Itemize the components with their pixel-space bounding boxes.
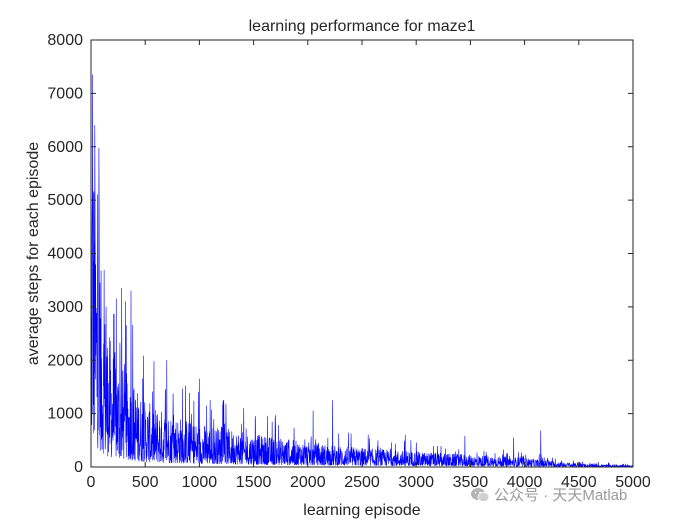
x-tick-label: 2500 bbox=[344, 474, 380, 491]
x-tick-label: 4500 bbox=[561, 474, 597, 491]
y-tick-label: 2000 bbox=[47, 352, 83, 369]
y-tick-label: 1000 bbox=[47, 406, 83, 423]
x-axis-label: learning episode bbox=[303, 502, 421, 519]
x-tick-label: 1000 bbox=[182, 474, 218, 491]
x-tick-label: 4000 bbox=[507, 474, 543, 491]
x-tick-label: 3500 bbox=[453, 474, 489, 491]
x-tick-label: 0 bbox=[87, 474, 96, 491]
watermark: 公众号 · 天天Matlab bbox=[470, 484, 627, 505]
chart-title: learning performance for maze1 bbox=[249, 18, 476, 35]
watermark-text: 公众号 · 天天Matlab bbox=[494, 487, 628, 504]
x-tick-label: 2000 bbox=[290, 474, 326, 491]
plot-area bbox=[91, 40, 633, 467]
series-line bbox=[90, 74, 634, 468]
x-tick-label: 1500 bbox=[236, 474, 272, 491]
y-tick-label: 8000 bbox=[47, 32, 83, 49]
y-tick-label: 3000 bbox=[47, 299, 83, 316]
y-axis-label: average steps for each episode bbox=[25, 142, 42, 365]
y-tick-label: 0 bbox=[74, 459, 83, 476]
ticks-layer: 0 500 1000 1500 2000 2500 3000 3500 4000 4500 5000… bbox=[47, 32, 650, 491]
wechat-icon bbox=[471, 487, 490, 502]
x-tick-label: 500 bbox=[132, 474, 159, 491]
x-tick-label: 3000 bbox=[398, 474, 434, 491]
x-tick-label: 5000 bbox=[615, 474, 651, 491]
y-tick-label: 5000 bbox=[47, 192, 83, 209]
y-tick-label: 6000 bbox=[47, 139, 83, 156]
y-tick-label: 4000 bbox=[47, 246, 83, 263]
data-layer bbox=[90, 74, 634, 468]
y-tick-label: 7000 bbox=[47, 85, 83, 102]
